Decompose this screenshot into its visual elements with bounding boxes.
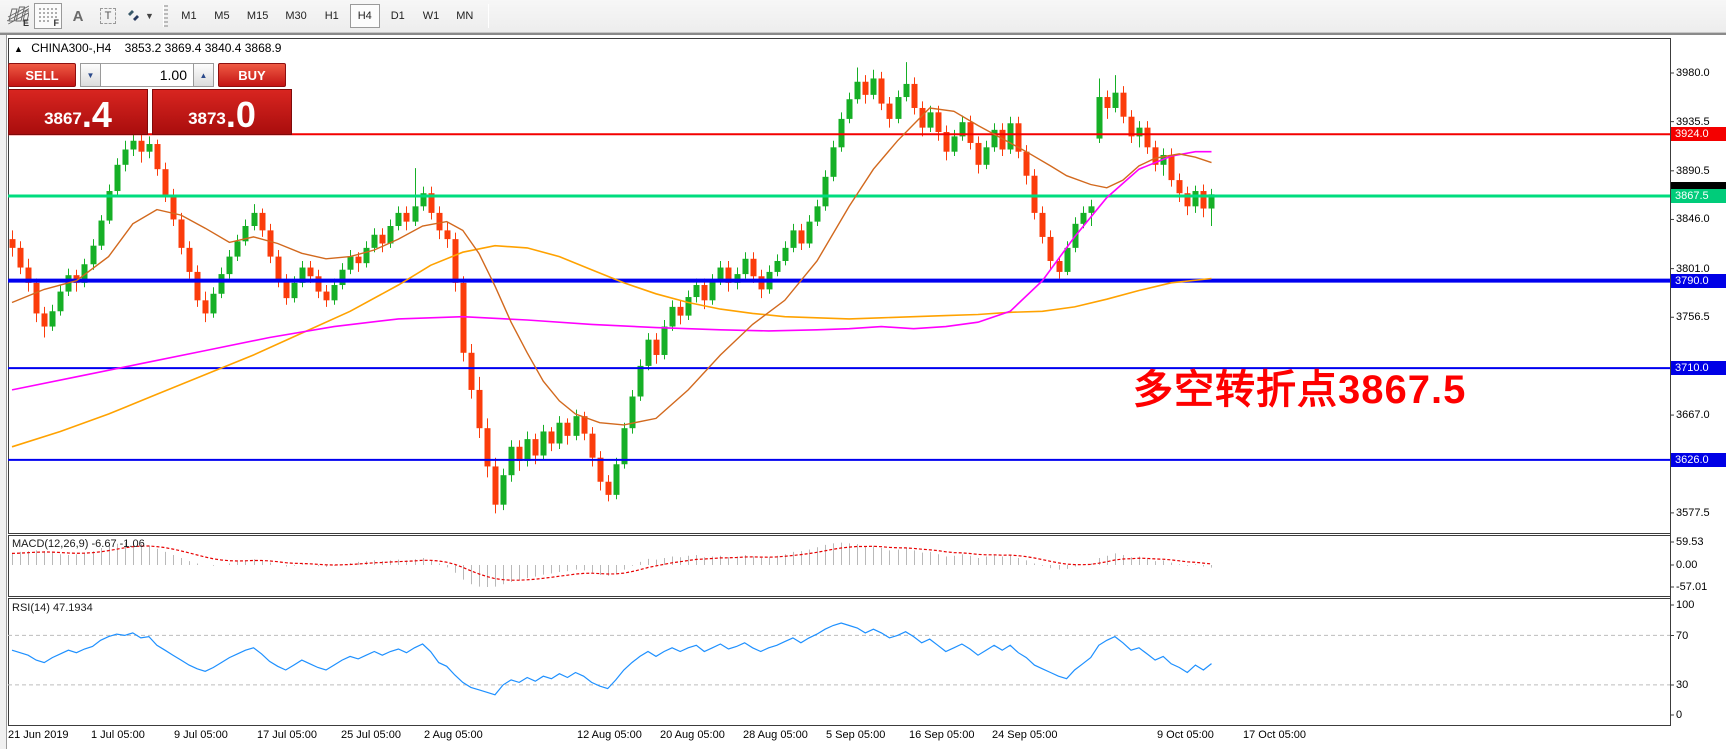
- volume-decrease-button[interactable]: ▼: [80, 63, 101, 87]
- axis-label: 3846.0: [1676, 213, 1710, 225]
- timeframe-W1[interactable]: W1: [416, 4, 447, 28]
- price-badge: 3924.0: [1671, 127, 1726, 141]
- macd-signal-line: [11, 545, 1212, 581]
- macd-histogram: [12, 542, 1212, 588]
- axis-label: 3890.5: [1676, 165, 1710, 177]
- symbol-period-label: CHINA300-,H4: [31, 41, 112, 55]
- timeframe-M30[interactable]: M30: [278, 4, 313, 28]
- chart-canvas[interactable]: [0, 35, 1726, 749]
- timeframe-M1[interactable]: M1: [174, 4, 204, 28]
- date-label: 1 Jul 05:00: [91, 729, 145, 741]
- toolbar-grip[interactable]: [162, 5, 168, 27]
- axis-label: 70: [1676, 630, 1689, 642]
- chart-window: ▲ CHINA300-,H4 3853.2 3869.4 3840.4 3868…: [0, 33, 1726, 749]
- axis-label: 3801.0: [1676, 263, 1710, 275]
- top-toolbar: E F A T ▼ M1 M5 M15 M30 H1 H4: [0, 0, 1726, 33]
- axis-label: 0.00: [1676, 559, 1698, 571]
- buy-price-main: 3873: [188, 109, 226, 128]
- date-label: 28 Aug 05:00: [743, 729, 808, 741]
- sell-price-display[interactable]: 3867 .4: [8, 89, 148, 135]
- date-label: 20 Aug 05:00: [660, 729, 725, 741]
- price-badge: 3790.0: [1671, 274, 1726, 288]
- axis-label: -57.01: [1676, 581, 1708, 593]
- price-badge: 3710.0: [1671, 361, 1726, 375]
- text-box-tool-button[interactable]: T: [94, 3, 122, 29]
- window-left-frame: [0, 35, 7, 749]
- chevron-down-icon: ▼: [145, 11, 154, 21]
- volume-input[interactable]: [101, 63, 193, 87]
- sell-price-main: 3867: [44, 109, 82, 128]
- price-badge: 3626.0: [1671, 453, 1726, 467]
- timeframe-D1[interactable]: D1: [383, 4, 413, 28]
- letter-a-icon: A: [72, 7, 84, 25]
- date-label: 24 Sep 05:00: [992, 729, 1058, 741]
- text-label-tool-button[interactable]: A: [64, 3, 92, 29]
- chart-annotation: 多空转折点3867.5: [1133, 368, 1467, 412]
- arrow-style-icon: [125, 7, 143, 26]
- bid-price-marker: [1671, 182, 1726, 189]
- dot-grid-icon: [38, 6, 58, 27]
- volume-increase-button[interactable]: ▲: [193, 63, 214, 87]
- ma-medium-line: [11, 244, 1212, 448]
- sell-button[interactable]: SELL: [8, 63, 76, 87]
- axis-label: 30: [1676, 679, 1689, 691]
- date-label: 16 Sep 05:00: [909, 729, 975, 741]
- date-label: 9 Jul 05:00: [174, 729, 228, 741]
- one-click-trading-panel: SELL ▼ ▲ BUY 3867 .4 3873 .0: [8, 63, 294, 135]
- date-label: 12 Aug 05:00: [577, 729, 642, 741]
- axis-label: 3667.0: [1676, 409, 1710, 421]
- axis-label: 3935.5: [1676, 116, 1710, 128]
- hline-layer: [8, 133, 1670, 461]
- axis-label: 3577.5: [1676, 507, 1710, 519]
- buy-button[interactable]: BUY: [218, 63, 286, 87]
- ma-fast-line: [11, 107, 1212, 426]
- macd-label: MACD(12,26,9) -6.67 -1.06: [12, 538, 145, 550]
- date-label: 17 Jul 05:00: [257, 729, 317, 741]
- date-label: 21 Jun 2019: [8, 729, 69, 741]
- hatched-bars-tool-button[interactable]: E: [4, 3, 32, 29]
- date-label: 5 Sep 05:00: [826, 729, 886, 741]
- axis-label: 59.53: [1676, 536, 1704, 548]
- axis-label: 100: [1676, 599, 1695, 611]
- ma-layer: [11, 107, 1212, 448]
- toolbar-separator: [488, 4, 490, 28]
- axis-line: [1670, 38, 1674, 725]
- text-box-icon: T: [100, 8, 116, 24]
- chart-title: ▲ CHINA300-,H4 3853.2 3869.4 3840.4 3868…: [14, 41, 281, 55]
- rsi-line: [11, 622, 1212, 696]
- sell-price-frac: .4: [81, 94, 112, 136]
- date-label: 9 Oct 05:00: [1157, 729, 1214, 741]
- rsi-layer: [8, 622, 1670, 696]
- timeframe-H4[interactable]: H4: [349, 4, 380, 28]
- buy-price-frac: .0: [225, 94, 256, 136]
- date-label: 2 Aug 05:00: [424, 729, 483, 741]
- arrow-style-tool-button[interactable]: ▼: [124, 3, 155, 29]
- axis-label: 3756.5: [1676, 311, 1710, 323]
- timeframe-H1[interactable]: H1: [317, 4, 347, 28]
- timeframe-group: M1 M5 M15 M30 H1 H4 D1 W1 MN: [174, 4, 483, 28]
- buy-price-display[interactable]: 3873 .0: [152, 89, 292, 135]
- ohlc-values: 3853.2 3869.4 3840.4 3868.9: [124, 41, 282, 55]
- timeframe-M15[interactable]: M15: [240, 4, 275, 28]
- tool-f-label: F: [53, 18, 60, 28]
- hatched-bars-icon: [6, 4, 32, 28]
- ma-slow-line: [11, 150, 1212, 391]
- dot-grid-tool-button[interactable]: F: [34, 3, 62, 29]
- tool-e-label: E: [22, 18, 29, 28]
- axis-label: 0: [1676, 709, 1683, 721]
- rsi-label: RSI(14) 47.1934: [12, 602, 93, 614]
- axis-label: 3980.0: [1676, 67, 1710, 79]
- price-badge: 3867.5: [1671, 189, 1726, 203]
- timeframe-MN[interactable]: MN: [449, 4, 480, 28]
- timeframe-M5[interactable]: M5: [207, 4, 237, 28]
- collapse-arrow-icon: ▲: [14, 44, 23, 54]
- date-label: 25 Jul 05:00: [341, 729, 401, 741]
- date-label: 17 Oct 05:00: [1243, 729, 1306, 741]
